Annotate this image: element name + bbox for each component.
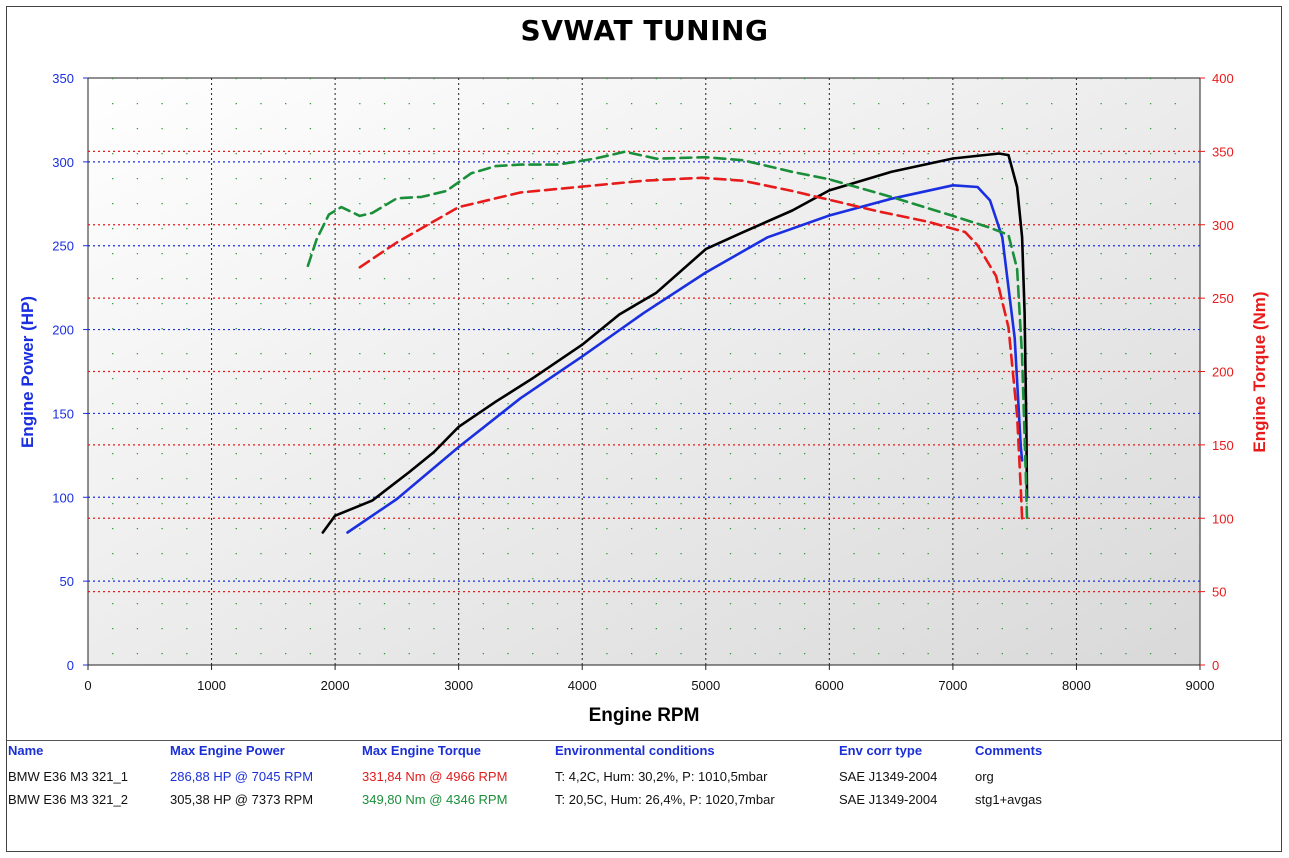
x-tick-label: 8000 bbox=[1062, 678, 1091, 693]
y-left-tick-label: 350 bbox=[52, 71, 74, 86]
header-name: Name bbox=[8, 743, 44, 758]
header-max-torque: Max Engine Torque bbox=[362, 743, 481, 758]
series-line-1 bbox=[346, 184, 1024, 534]
y-left-tick-label: 250 bbox=[52, 239, 74, 254]
y-right-tick-label: 350 bbox=[1212, 144, 1234, 159]
header-env-conditions: Environmental conditions bbox=[555, 743, 715, 758]
row2-comment: stg1+avgas bbox=[975, 792, 1042, 807]
y-left-tick-label: 300 bbox=[52, 155, 74, 170]
x-tick-label: 2000 bbox=[321, 678, 350, 693]
header-max-power: Max Engine Power bbox=[170, 743, 285, 758]
x-tick-label: 0 bbox=[84, 678, 91, 693]
row2-power: 305,38 HP @ 7373 RPM bbox=[170, 792, 314, 807]
row1-env: T: 4,2C, Hum: 30,2%, P: 1010,5mbar bbox=[555, 769, 768, 784]
header-comments: Comments bbox=[975, 743, 1043, 758]
y-left-tick-label: 50 bbox=[60, 574, 74, 589]
y-left-tick-label: 150 bbox=[52, 406, 74, 421]
y-right-tick-label: 100 bbox=[1212, 511, 1234, 526]
y-right-tick-label: 250 bbox=[1212, 291, 1234, 306]
series-layer bbox=[306, 150, 1029, 534]
row1-torque: 331,84 Nm @ 4966 RPM bbox=[362, 769, 508, 784]
y-right-tick-label: 150 bbox=[1212, 438, 1234, 453]
y-right-tick-label: 400 bbox=[1212, 71, 1234, 86]
row1-comment: org bbox=[975, 769, 994, 784]
axes-layer: 0 1000 2000 3000 4000 5000 6000 7000 8000 9000050… bbox=[52, 71, 1233, 693]
y-right-tick-label: 0 bbox=[1212, 658, 1219, 673]
x-tick-label: 9000 bbox=[1186, 678, 1215, 693]
row2-corr: SAE J1349-2004 bbox=[839, 792, 938, 807]
y-right-tick-label: 50 bbox=[1212, 585, 1226, 600]
y-right-axis-label: Engine Torque (Nm) bbox=[1250, 291, 1269, 452]
dyno-chart: 0 1000 2000 3000 4000 5000 6000 7000 8000 9000050… bbox=[18, 71, 1269, 726]
x-tick-label: 7000 bbox=[938, 678, 967, 693]
row2-name: BMW E36 M3 321_2 bbox=[8, 792, 128, 807]
y-left-tick-label: 200 bbox=[52, 323, 74, 338]
x-tick-label: 5000 bbox=[691, 678, 720, 693]
row1-name: BMW E36 M3 321_1 bbox=[8, 769, 128, 784]
y-left-tick-label: 100 bbox=[52, 490, 74, 505]
series-line-2 bbox=[321, 152, 1029, 534]
y-left-tick-label: 0 bbox=[67, 658, 74, 673]
results-table: Name Max Engine Power Max Engine Torque … bbox=[7, 740, 1281, 807]
x-axis-label: Engine RPM bbox=[589, 705, 700, 726]
chart-title: SVWAT TUNING bbox=[520, 14, 769, 47]
header-env-corr: Env corr type bbox=[839, 743, 923, 758]
y-left-axis-label: Engine Power (HP) bbox=[18, 296, 37, 448]
row1-power: 286,88 HP @ 7045 RPM bbox=[170, 769, 314, 784]
x-tick-label: 4000 bbox=[568, 678, 597, 693]
row2-torque: 349,80 Nm @ 4346 RPM bbox=[362, 792, 508, 807]
y-right-tick-label: 200 bbox=[1212, 365, 1234, 380]
x-tick-label: 3000 bbox=[444, 678, 473, 693]
series-line-4 bbox=[306, 150, 1029, 520]
series-line-3 bbox=[358, 176, 1024, 520]
x-tick-label: 1000 bbox=[197, 678, 226, 693]
x-tick-label: 6000 bbox=[815, 678, 844, 693]
y-right-tick-label: 300 bbox=[1212, 218, 1234, 233]
row1-corr: SAE J1349-2004 bbox=[839, 769, 938, 784]
row2-env: T: 20,5C, Hum: 26,4%, P: 1020,7mbar bbox=[555, 792, 775, 807]
